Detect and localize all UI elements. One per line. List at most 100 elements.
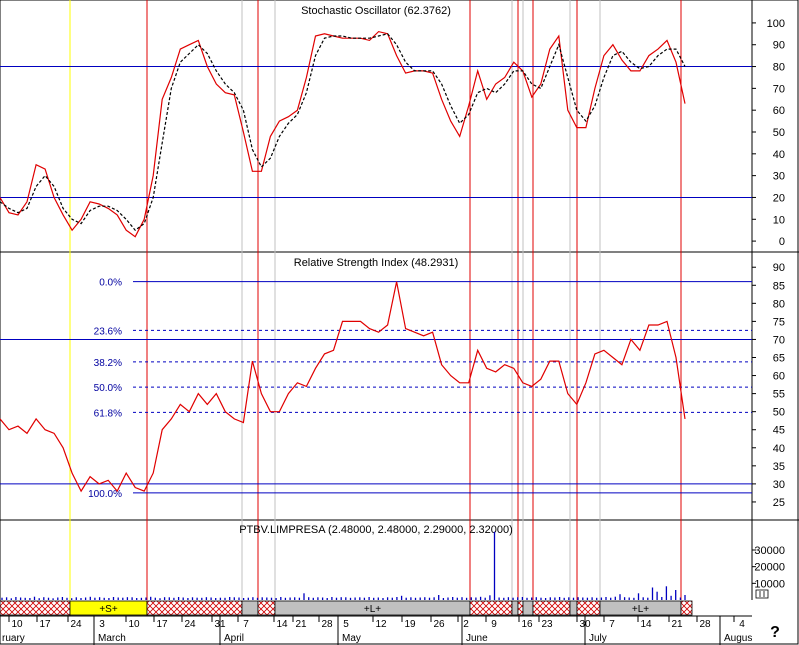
date-tick-label: 7 <box>243 619 249 630</box>
signal-segment <box>257 600 276 616</box>
y-tick-label: 35 <box>773 461 785 473</box>
y-tick-label: 10 <box>773 214 785 226</box>
rsi-title: Relative Strength Index (48.2931) <box>294 257 459 269</box>
date-tick-label: 21 <box>671 619 683 630</box>
date-tick-label: 24 <box>70 619 82 630</box>
fib-level-label: 0.0% <box>99 278 122 289</box>
scroll-widget[interactable] <box>755 589 769 599</box>
signal-segment <box>532 600 571 616</box>
date-tick-label: 16 <box>521 619 533 630</box>
signal-segment <box>146 600 243 616</box>
volume-y-ticks: 30000 20000 10000 <box>752 545 785 590</box>
date-tick-label: 24 <box>184 619 196 630</box>
y-tick-label: 70 <box>773 83 785 95</box>
date-tick-label: 14 <box>276 619 288 630</box>
indicator-line <box>0 281 686 493</box>
rsi-series <box>0 281 686 493</box>
date-axis: 10 17 24 3 10 17 24 31 7 14 21 28 5 12 19 26 2 9 16 23 30 7 14… <box>0 615 752 645</box>
date-tick-label: 7 <box>609 619 615 630</box>
fib-level-label: 23.6% <box>94 326 122 337</box>
y-tick-label: 45 <box>773 425 785 437</box>
y-tick-label: 0 <box>779 236 785 248</box>
y-tick-label: 100 <box>767 18 785 30</box>
month-label: July <box>589 633 607 644</box>
indicator-line <box>0 30 686 238</box>
fib-level-label: 100.0% <box>88 489 122 500</box>
y-tick-label: 80 <box>773 62 785 74</box>
date-tick-label: 23 <box>541 619 553 630</box>
y-tick-label: 30 <box>773 479 785 491</box>
y-tick-label: 80 <box>773 298 785 310</box>
signal-bar: +S+ +L+ +L+ <box>0 600 693 616</box>
fib-level-label: 61.8% <box>94 408 122 419</box>
month-label: May <box>342 633 361 644</box>
month-label: April <box>224 633 244 644</box>
y-tick-label: 50 <box>773 407 785 419</box>
date-tick-label: 10 <box>11 619 23 630</box>
date-tick-label: 28 <box>699 619 711 630</box>
date-tick-label: 4 <box>739 619 745 630</box>
month-label: ruary <box>2 633 25 644</box>
date-tick-label: 9 <box>491 619 497 630</box>
stochastic-series <box>0 30 686 238</box>
date-tick-label: 12 <box>375 619 387 630</box>
y-tick-label: 40 <box>773 443 785 455</box>
y-tick-label: 90 <box>773 262 785 274</box>
rsi-reference-lines <box>0 338 752 485</box>
fibonacci-levels: 0.0% 23.6% 38.2% 50.0% 61.8% 100.0% <box>88 278 752 500</box>
stochastic-panel: Stochastic Oscillator (62.3762) 10090807… <box>0 5 785 248</box>
month-label: June <box>466 633 488 644</box>
date-tick-label: 2 <box>463 619 469 630</box>
volume-bars <box>1 531 686 600</box>
signal-segment-label: +L+ <box>632 604 649 615</box>
signal-segment <box>522 600 534 616</box>
y-tick-label: 25 <box>773 497 785 509</box>
date-tick-label: 26 <box>433 619 445 630</box>
signal-segment-label: +L+ <box>364 604 381 615</box>
help-icon[interactable]: ? <box>770 624 780 641</box>
date-tick-label: 14 <box>640 619 652 630</box>
signal-segment <box>517 600 524 616</box>
y-tick-label: 85 <box>773 280 785 292</box>
signal-segment <box>680 600 693 616</box>
date-tick-label: 28 <box>321 619 333 630</box>
volume-panel: PTBV.LIMPRESA (2.48000, 2.48000, 2.29000… <box>1 524 785 600</box>
date-tick-label: 5 <box>343 619 349 630</box>
event-vertical-lines <box>69 0 682 600</box>
y-tick-label: 75 <box>773 316 785 328</box>
signal-segment <box>569 600 578 616</box>
y-tick-label: 90 <box>773 40 785 52</box>
date-tick-label: 17 <box>156 619 168 630</box>
month-label: Augus <box>724 633 752 644</box>
signal-segment <box>0 600 71 616</box>
y-tick-label: 50 <box>773 127 785 139</box>
date-tick-label: 3 <box>99 619 105 630</box>
y-tick-label: 20000 <box>754 562 785 574</box>
y-tick-label: 55 <box>773 389 785 401</box>
signal-segment <box>241 600 259 616</box>
y-tick-label: 60 <box>773 371 785 383</box>
date-tick-label: 21 <box>295 619 307 630</box>
y-tick-label: 70 <box>773 334 785 346</box>
fib-level-label: 50.0% <box>94 383 122 394</box>
date-tick-label: 17 <box>39 619 51 630</box>
rsi-panel: Relative Strength Index (48.2931) 0.0% 23… <box>0 257 785 509</box>
signal-segment <box>469 600 513 616</box>
y-tick-label: 10000 <box>754 578 785 590</box>
y-tick-label: 40 <box>773 149 785 161</box>
date-tick-label: 10 <box>128 619 140 630</box>
y-tick-label: 30000 <box>754 545 785 557</box>
y-tick-label: 65 <box>773 353 785 365</box>
stochastic-title: Stochastic Oscillator (62.3762) <box>301 5 451 17</box>
fib-level-label: 38.2% <box>94 358 122 369</box>
y-tick-label: 60 <box>773 105 785 117</box>
date-tick-label: 19 <box>404 619 416 630</box>
rsi-y-ticks: 90 85 80 75 70 65 60 55 50 45 40 35 30 25 <box>752 262 785 509</box>
y-tick-label: 20 <box>773 192 785 204</box>
y-tick-label: 30 <box>773 171 785 183</box>
month-label: March <box>98 633 126 644</box>
signal-segment <box>511 600 519 616</box>
